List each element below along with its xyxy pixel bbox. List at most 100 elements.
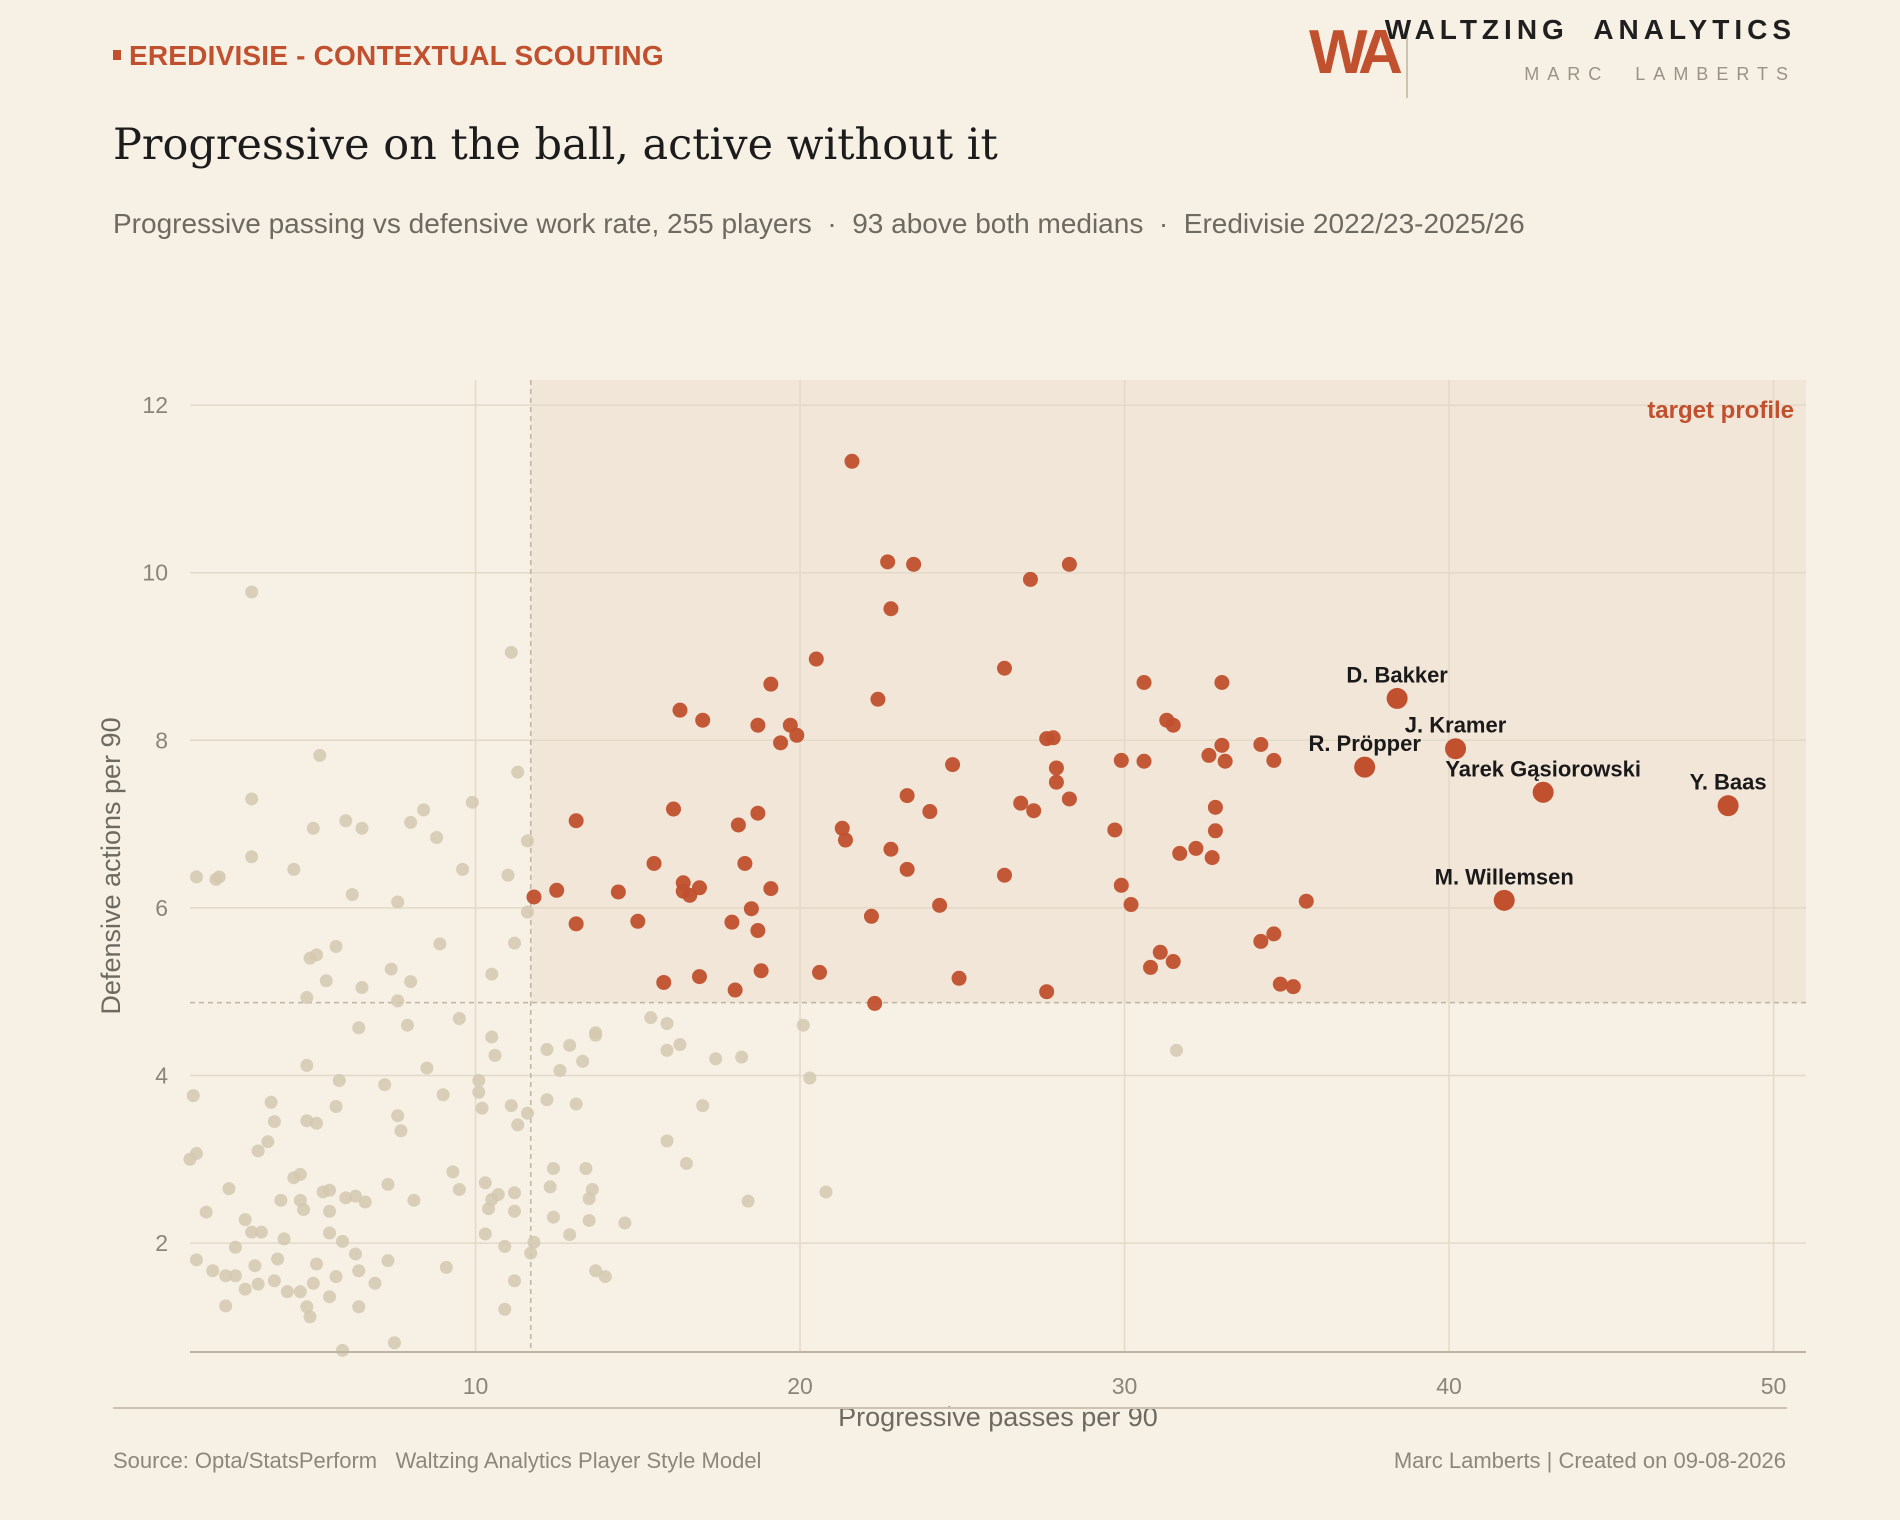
source-note: Source: Opta/StatsPerform Waltzing Analy… (113, 1448, 762, 1473)
other-player-point (452, 1182, 466, 1196)
highlight-player-point (1107, 822, 1123, 838)
other-player-point (339, 1191, 353, 1205)
highlight-player-point (1143, 959, 1159, 975)
player-label: Yarek Gąsiorowski (1445, 756, 1641, 781)
other-player-point (300, 1058, 314, 1072)
highlight-player-point (1123, 897, 1139, 913)
highlight-player-point (568, 916, 584, 932)
other-player-point (329, 939, 343, 953)
highlight-player-point (1061, 791, 1077, 807)
highlight-player-point (844, 453, 860, 469)
other-player-point (300, 991, 314, 1005)
other-player-point (212, 870, 226, 884)
x-tick-label: 30 (1112, 1373, 1138, 1399)
other-player-point (553, 1063, 567, 1077)
other-player-point (300, 1300, 314, 1314)
other-player-point (238, 1213, 252, 1227)
highlight-players (526, 453, 1314, 1011)
other-player-point (254, 1225, 268, 1239)
other-player-point (520, 1106, 534, 1120)
other-player-point (446, 1165, 460, 1179)
other-player-point (543, 1180, 557, 1194)
other-player-point (407, 1193, 421, 1207)
other-player-point (368, 1276, 382, 1290)
other-player-point (540, 1043, 554, 1057)
other-player-point (527, 1235, 541, 1249)
other-player-point (741, 1194, 755, 1208)
other-player-point (287, 862, 301, 876)
other-player-point (352, 1264, 366, 1278)
highlight-player-point (1285, 979, 1301, 995)
highlight-player-point (812, 964, 828, 980)
other-player-point (520, 905, 534, 919)
highlight-player-point (691, 880, 707, 896)
highlight-player-point (1207, 799, 1223, 815)
other-player-point (280, 1285, 294, 1299)
highlight-player-point (1214, 674, 1230, 690)
other-player-point (579, 1161, 593, 1175)
target-quadrant (530, 380, 1806, 1003)
credit-note: Marc Lamberts | Created on 09-08-2026 (1393, 1448, 1786, 1473)
highlight-player-point (526, 889, 542, 905)
other-player-point (251, 1277, 265, 1291)
other-player-point (673, 1037, 687, 1051)
logo: WA (1309, 18, 1403, 87)
other-player-point (488, 1048, 502, 1062)
other-player-point (387, 1336, 401, 1350)
highlight-player-point (1152, 944, 1168, 960)
other-player-point (245, 1225, 259, 1239)
highlight-player-point (922, 804, 938, 820)
highlight-player-point (883, 601, 899, 617)
highlight-player-point (1113, 752, 1129, 768)
y-axis-label: Defensive actions per 90 (96, 717, 126, 1014)
axis-ticks: 10 20 30 40 50 2 4 6 8 10 12 (142, 392, 1786, 1399)
y-tick-label: 6 (155, 895, 168, 921)
player-label: J. Kramer (1405, 713, 1507, 738)
other-player-point (329, 1099, 343, 1113)
other-player-point (345, 887, 359, 901)
other-player-point (306, 821, 320, 835)
other-player-point (563, 1228, 577, 1242)
highlight-player-point (837, 832, 853, 848)
highlight-player-point (1272, 976, 1288, 992)
other-player-point (417, 803, 431, 817)
highlight-player-point (1298, 893, 1314, 909)
other-player-point (323, 1290, 337, 1304)
highlight-player-point (568, 813, 584, 829)
y-tick-label: 2 (155, 1230, 168, 1256)
highlight-player-point (883, 841, 899, 857)
other-player-point (261, 1135, 275, 1149)
highlight-player-point (1048, 760, 1064, 776)
other-player-point (589, 1264, 603, 1278)
highlight-player-point (808, 651, 824, 667)
other-player-point (472, 1085, 486, 1099)
other-player-point (206, 1264, 220, 1278)
other-player-point (183, 1152, 197, 1166)
player-label: Y. Baas (1690, 770, 1767, 795)
other-player-point (271, 1252, 285, 1266)
other-player-point (465, 795, 479, 809)
other-player-point (391, 994, 405, 1008)
highlight-player-point (1188, 840, 1204, 856)
highlight-player-point (996, 867, 1012, 883)
highlight-player-point (1204, 850, 1220, 866)
other-player-point (504, 645, 518, 659)
other-player-point (452, 1012, 466, 1026)
highlight-player-point (1165, 717, 1181, 733)
other-player-point (238, 1282, 252, 1296)
other-player-point (319, 974, 333, 988)
other-player-point (644, 1011, 658, 1025)
other-player-point (348, 1189, 362, 1203)
other-player-point (456, 862, 470, 876)
other-player-point (287, 1171, 301, 1185)
highlight-player-point (880, 554, 896, 570)
kicker-text: EREDIVISIE - CONTEXTUAL SCOUTING (129, 40, 664, 71)
other-player-point (430, 831, 444, 845)
highlight-player-point (753, 963, 769, 979)
other-player-point (540, 1093, 554, 1107)
highlight-player-point (945, 757, 961, 773)
other-player-point (228, 1240, 242, 1254)
other-player-point (303, 1310, 317, 1324)
other-player-point (507, 1274, 521, 1288)
